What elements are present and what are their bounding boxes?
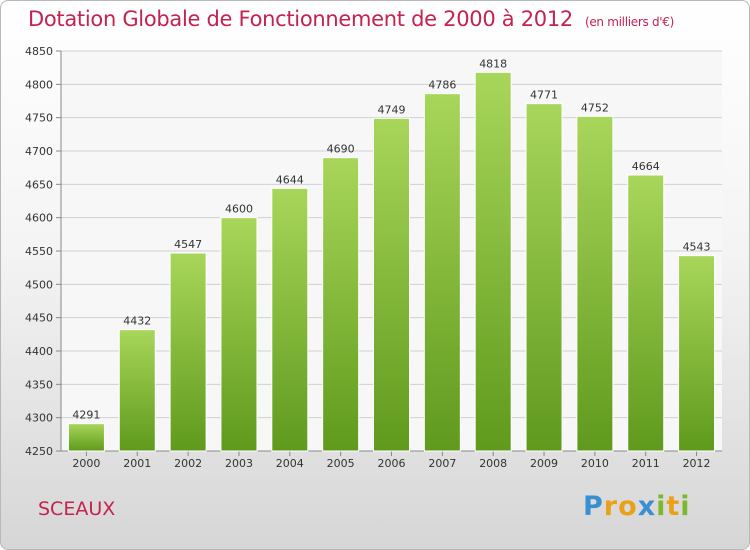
data-label: 4752 xyxy=(581,101,609,114)
commune-name: SCEAUX xyxy=(38,498,116,520)
bars xyxy=(67,71,716,452)
data-label: 4291 xyxy=(72,409,100,422)
x-tick-label: 2005 xyxy=(327,457,355,470)
data-label: 4749 xyxy=(378,103,406,116)
bar xyxy=(678,255,716,452)
bar xyxy=(576,115,614,452)
x-tick-label: 2010 xyxy=(581,457,609,470)
y-tick-label: 4600 xyxy=(25,212,53,225)
bar xyxy=(423,93,461,452)
bar xyxy=(118,329,156,452)
x-tick-label: 2002 xyxy=(174,457,202,470)
data-label: 4547 xyxy=(174,238,202,251)
bar xyxy=(627,174,665,452)
bar xyxy=(474,71,512,452)
x-tick-label: 2008 xyxy=(479,457,507,470)
bar xyxy=(373,117,410,452)
logo-letter: i xyxy=(680,491,691,522)
y-tick-label: 4250 xyxy=(25,445,53,458)
data-label: 4786 xyxy=(428,79,456,92)
x-tick-label: 2000 xyxy=(72,457,100,470)
logo-letter: x xyxy=(637,491,657,522)
data-label: 4600 xyxy=(225,203,253,216)
y-tick-label: 4700 xyxy=(25,145,53,158)
y-tick-label: 4500 xyxy=(25,278,53,291)
bar xyxy=(67,423,105,452)
axes: 4250 4300 4350 4400 4450 4500 4550 4600 4650 4700… xyxy=(25,45,722,470)
y-tick-label: 4750 xyxy=(25,112,53,125)
logo-letter: o xyxy=(618,491,638,522)
data-label: 4644 xyxy=(276,173,304,186)
x-tick-label: 2001 xyxy=(123,457,151,470)
bar xyxy=(525,103,563,452)
bar xyxy=(169,252,207,452)
y-tick-label: 4300 xyxy=(25,412,53,425)
logo-letter: i xyxy=(656,491,667,522)
data-label: 4818 xyxy=(479,57,507,70)
bar xyxy=(220,217,258,452)
y-tick-label: 4550 xyxy=(25,245,53,258)
logo-letter: r xyxy=(603,491,619,522)
data-label: 4543 xyxy=(683,241,711,254)
chart-title: Dotation Globale de Fonctionnement de 20… xyxy=(28,7,674,31)
y-tick-label: 4850 xyxy=(25,45,53,58)
data-label: 4664 xyxy=(632,160,660,173)
y-tick-label: 4650 xyxy=(25,178,53,191)
y-tick-label: 4400 xyxy=(25,345,53,358)
unit-note: (en milliers d'€) xyxy=(584,15,674,29)
data-label: 4690 xyxy=(327,143,355,156)
bar xyxy=(322,157,360,452)
x-tick-label: 2007 xyxy=(428,457,456,470)
x-tick-label: 2011 xyxy=(632,457,660,470)
logo-letter: P xyxy=(583,491,604,522)
y-tick-label: 4450 xyxy=(25,312,53,325)
y-tick-label: 4800 xyxy=(25,78,53,91)
data-labels: 4291 4432 4547 4600 4644 4690 4749 4786 4818 4771… xyxy=(72,57,710,421)
chart-title-text: Dotation Globale de Fonctionnement de 20… xyxy=(28,7,573,31)
x-tick-label: 2009 xyxy=(530,457,558,470)
proxiti-logo: Proxiti xyxy=(583,491,691,522)
x-tick-label: 2006 xyxy=(378,457,406,470)
data-label: 4771 xyxy=(530,89,558,102)
data-label: 4432 xyxy=(123,315,151,328)
x-tick-label: 2004 xyxy=(276,457,304,470)
bar xyxy=(271,187,309,452)
x-tick-label: 2012 xyxy=(683,457,711,470)
x-tick-label: 2003 xyxy=(225,457,253,470)
y-tick-label: 4350 xyxy=(25,378,53,391)
logo-letter: t xyxy=(666,491,681,522)
